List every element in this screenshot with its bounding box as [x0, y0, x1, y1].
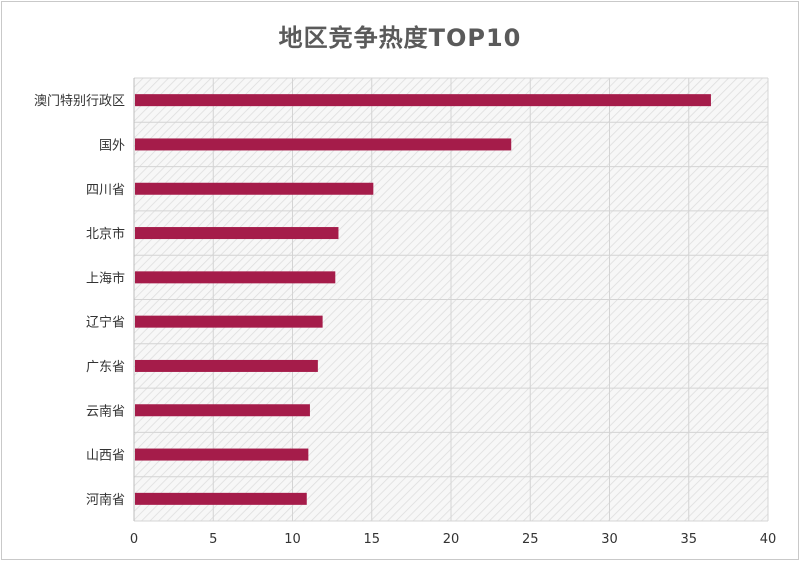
x-tick-label: 25	[522, 532, 539, 547]
bar-7	[135, 359, 318, 372]
x-axis-ticks: 0 5 10 15 20 25 30 35 40	[130, 532, 776, 547]
bar-2	[135, 138, 512, 151]
category-label: 广东省	[86, 360, 125, 375]
category-label: 北京市	[86, 226, 125, 242]
x-tick-label: 35	[680, 532, 697, 547]
category-label: 山西省	[86, 449, 125, 464]
bar-1	[135, 94, 711, 107]
category-label: 辽宁省	[86, 315, 125, 331]
category-label: 上海市	[86, 270, 125, 286]
x-tick-label: 40	[760, 532, 777, 547]
bar-4	[135, 227, 339, 240]
x-tick-label: 0	[130, 532, 138, 547]
bar-8	[135, 404, 310, 417]
bar-10	[135, 492, 307, 505]
x-tick-label: 5	[209, 532, 217, 547]
bars	[135, 94, 711, 505]
x-tick-label: 20	[443, 532, 460, 547]
bar-5	[135, 271, 336, 284]
category-label: 澳门特别行政区	[34, 93, 125, 109]
bar-3	[135, 182, 374, 195]
grid-lines	[133, 77, 769, 522]
category-label: 四川省	[86, 183, 125, 198]
x-tick-label: 10	[284, 532, 301, 547]
chart-title: 地区竞争热度TOP10	[278, 24, 522, 52]
category-label: 云南省	[86, 403, 125, 419]
x-tick-label: 30	[601, 532, 618, 547]
category-label: 河南省	[86, 492, 125, 508]
category-label: 国外	[99, 138, 125, 153]
bar-6	[135, 315, 323, 328]
x-tick-label: 15	[363, 532, 380, 547]
bar-9	[135, 448, 309, 461]
